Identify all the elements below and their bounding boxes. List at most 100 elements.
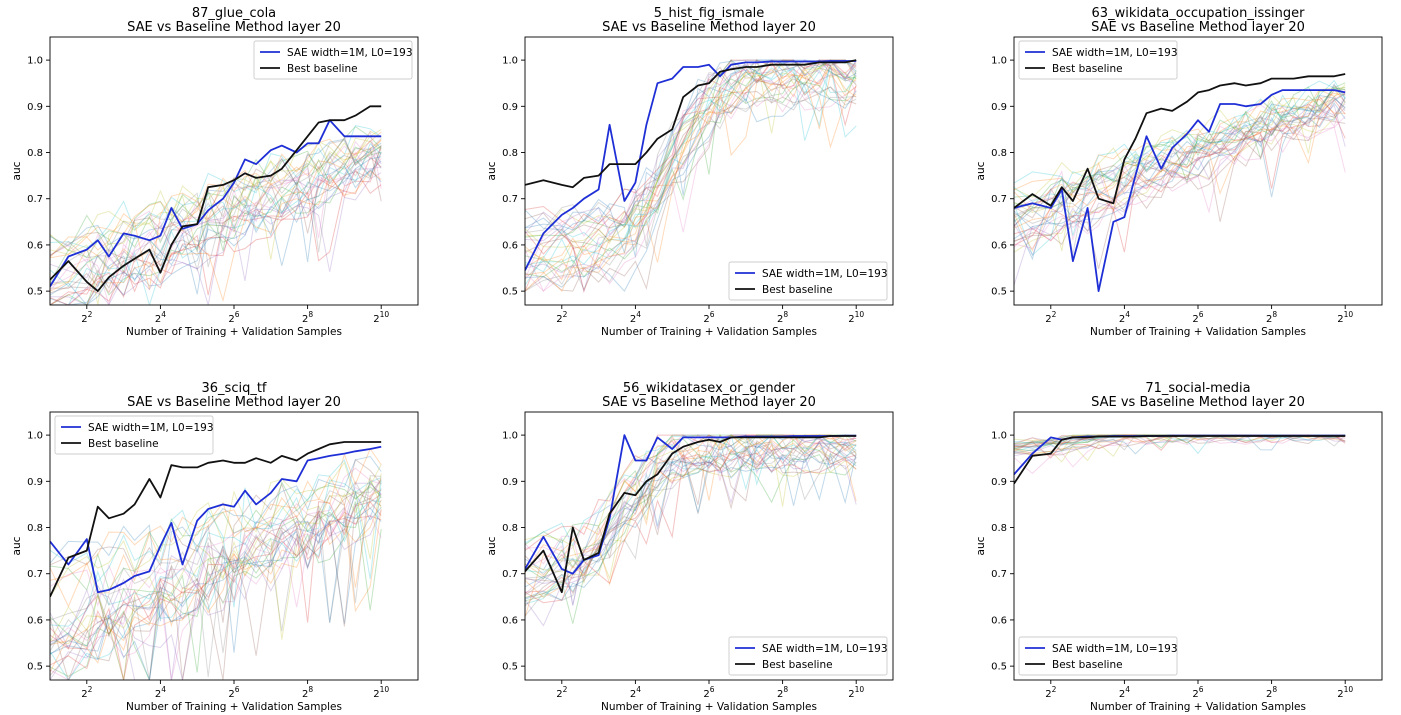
y-tick-label: 0.8 <box>27 148 43 159</box>
legend-label: SAE width=1M, L0=193 <box>287 47 413 59</box>
baseline-series-line <box>525 59 857 189</box>
background-series-line <box>1014 94 1346 231</box>
x-tick-label: 28 <box>1266 685 1277 700</box>
y-tick-label: 1.0 <box>27 56 43 67</box>
x-tick-label: 210 <box>373 310 389 325</box>
baseline-series-line <box>525 435 857 594</box>
x-tick-label: 26 <box>1192 685 1203 700</box>
x-axis-label: Number of Training + Validation Samples <box>1090 701 1306 713</box>
background-series-line <box>1014 436 1346 475</box>
background-series-line <box>50 482 382 643</box>
x-tick-label: 26 <box>228 685 239 700</box>
y-tick-label: 1.0 <box>502 56 518 67</box>
legend-label: Best baseline <box>1052 659 1123 671</box>
background-series-line <box>50 156 382 305</box>
main-series <box>1014 434 1346 485</box>
background-series-line <box>50 507 382 680</box>
background-series-line <box>50 125 382 249</box>
background-series-line <box>50 146 382 289</box>
background-series-line <box>1014 87 1346 222</box>
sae-series-line <box>50 119 382 287</box>
background-series-line <box>50 473 382 680</box>
background-series-line <box>50 501 382 650</box>
main-series <box>1014 73 1346 293</box>
chart-subtitle: SAE vs Baseline Method layer 20 <box>127 20 341 35</box>
x-tick-label: 24 <box>155 310 166 325</box>
background-series-line <box>525 86 857 292</box>
chart-title: 71_social-media <box>1145 381 1250 396</box>
chart-title: 63_wikidata_occupation_issinger <box>1092 6 1306 21</box>
x-tick-label: 24 <box>630 310 641 325</box>
y-tick-label: 0.9 <box>502 477 518 488</box>
chart-title: 5_hist_fig_ismale <box>654 6 765 21</box>
background-lines <box>1014 79 1346 286</box>
background-series-line <box>1014 83 1346 261</box>
background-series-line <box>50 508 382 673</box>
background-series-line <box>1014 95 1346 227</box>
background-series-line <box>50 480 382 673</box>
y-tick-label: 0.6 <box>27 615 43 626</box>
background-series-line <box>525 452 857 604</box>
x-tick-label: 210 <box>373 685 389 700</box>
y-tick-label: 1.0 <box>502 431 518 442</box>
sae-series-line <box>1014 89 1346 293</box>
background-series-line <box>525 65 857 262</box>
legend-label: Best baseline <box>762 659 833 671</box>
background-series-line <box>50 140 382 305</box>
background-series-line <box>1014 117 1346 269</box>
background-series-line <box>1014 126 1346 249</box>
background-series-line <box>525 64 857 266</box>
background-series-line <box>525 72 857 281</box>
background-series-line <box>525 70 857 278</box>
background-series-line <box>1014 82 1346 208</box>
background-lines <box>50 447 382 680</box>
background-series-line <box>525 59 857 254</box>
background-series-line <box>50 488 382 655</box>
chart-subtitle: SAE vs Baseline Method layer 20 <box>1091 395 1305 410</box>
background-series-line <box>525 59 857 292</box>
y-tick-label: 0.8 <box>502 148 518 159</box>
y-tick-label: 0.5 <box>991 287 1007 298</box>
background-series-line <box>525 67 857 273</box>
background-series-line <box>50 139 382 279</box>
legend: SAE width=1M, L0=193 Best baseline <box>1018 40 1178 80</box>
background-series-line <box>525 434 857 576</box>
y-tick-label: 0.5 <box>502 662 518 673</box>
background-series-line <box>525 434 857 578</box>
background-lines <box>50 125 382 305</box>
y-tick-label: 0.8 <box>991 148 1007 159</box>
y-tick-label: 0.6 <box>991 615 1007 626</box>
background-series-line <box>50 138 382 253</box>
baseline-series-line <box>1014 435 1346 485</box>
legend-label: SAE width=1M, L0=193 <box>88 422 214 434</box>
background-series-line <box>525 59 857 238</box>
x-tick-label: 26 <box>1192 310 1203 325</box>
background-series-line <box>50 461 382 598</box>
chart-title: 56_wikidatasex_or_gender <box>623 381 796 396</box>
y-tick-label: 0.8 <box>27 523 43 534</box>
background-series-line <box>525 67 857 293</box>
legend: SAE width=1M, L0=193 Best baseline <box>54 415 214 455</box>
background-series-line <box>525 72 857 292</box>
background-series-line <box>525 442 857 607</box>
background-series-line <box>525 59 857 244</box>
y-tick-label: 0.7 <box>502 569 518 580</box>
background-series-line <box>50 142 382 287</box>
background-series-line <box>525 86 857 291</box>
y-axis-label: auc <box>11 536 23 555</box>
background-series-line <box>1014 102 1346 240</box>
legend: SAE width=1M, L0=193 Best baseline <box>728 261 888 301</box>
x-axis-label: Number of Training + Validation Samples <box>126 326 342 338</box>
y-tick-label: 0.8 <box>502 523 518 534</box>
background-series-line <box>1014 434 1346 456</box>
background-series-line <box>525 434 857 584</box>
y-tick-label: 1.0 <box>991 56 1007 67</box>
background-series-line <box>525 59 857 236</box>
background-series-line <box>1014 101 1346 253</box>
background-series-line <box>50 459 382 608</box>
background-series-line <box>1014 107 1346 224</box>
background-series-line <box>1014 103 1346 286</box>
background-series-line <box>525 439 857 579</box>
